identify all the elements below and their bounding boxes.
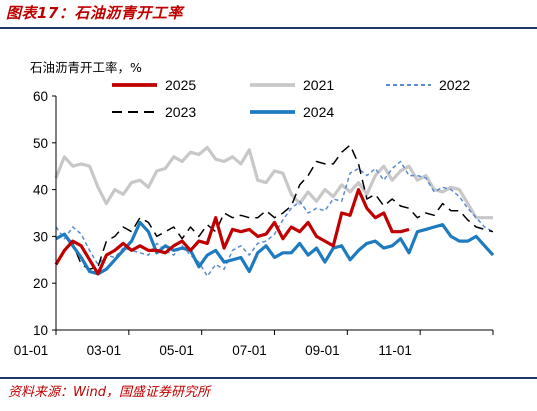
y-tick-label: 30 bbox=[33, 229, 48, 244]
x-tick-label: 07-01 bbox=[232, 343, 267, 358]
series-line-2021 bbox=[54, 145, 493, 220]
title-rule bbox=[0, 27, 537, 29]
series-layer bbox=[54, 144, 495, 277]
x-tick-label: 11-01 bbox=[378, 343, 412, 358]
y-tick-label: 60 bbox=[33, 89, 48, 104]
y-tick-label: 20 bbox=[33, 276, 48, 291]
legend-label-2023: 2023 bbox=[165, 104, 196, 120]
legend-label-2022: 2022 bbox=[439, 77, 470, 93]
legend-label-2024: 2024 bbox=[303, 104, 334, 120]
legend-label-2025: 2025 bbox=[165, 77, 196, 93]
series-line-2023 bbox=[55, 144, 494, 270]
x-tick-label: 05-01 bbox=[159, 343, 194, 358]
y-axis-label: 石油沥青开工率，% bbox=[30, 60, 142, 75]
x-tick-label: 09-01 bbox=[305, 343, 340, 358]
y-tick-label: 40 bbox=[33, 183, 48, 198]
y-tick-label: 10 bbox=[33, 323, 48, 338]
source-note: 资料来源：Wind，国盛证券研究所 bbox=[8, 385, 210, 400]
x-tick-label: 01-01 bbox=[14, 343, 49, 358]
legend: 2025 2021 2022 2023 2024 bbox=[112, 77, 470, 120]
axes: 10 20 30 40 50 60 01-01 03-01 05-01 07-01 09-01 11-… bbox=[14, 89, 494, 358]
series-line-2024 bbox=[55, 220, 495, 276]
y-tick-label: 50 bbox=[33, 136, 48, 151]
figure-title: 图表17：石油沥青开工率 bbox=[6, 4, 183, 22]
x-tick-label: 03-01 bbox=[87, 343, 122, 358]
series-line-2025 bbox=[54, 188, 410, 276]
legend-label-2021: 2021 bbox=[303, 77, 334, 93]
source-rule bbox=[0, 377, 537, 379]
line-chart: 石油沥青开工率，% 2025 2021 2022 2023 2024 10 20 30 40 5… bbox=[14, 60, 495, 358]
